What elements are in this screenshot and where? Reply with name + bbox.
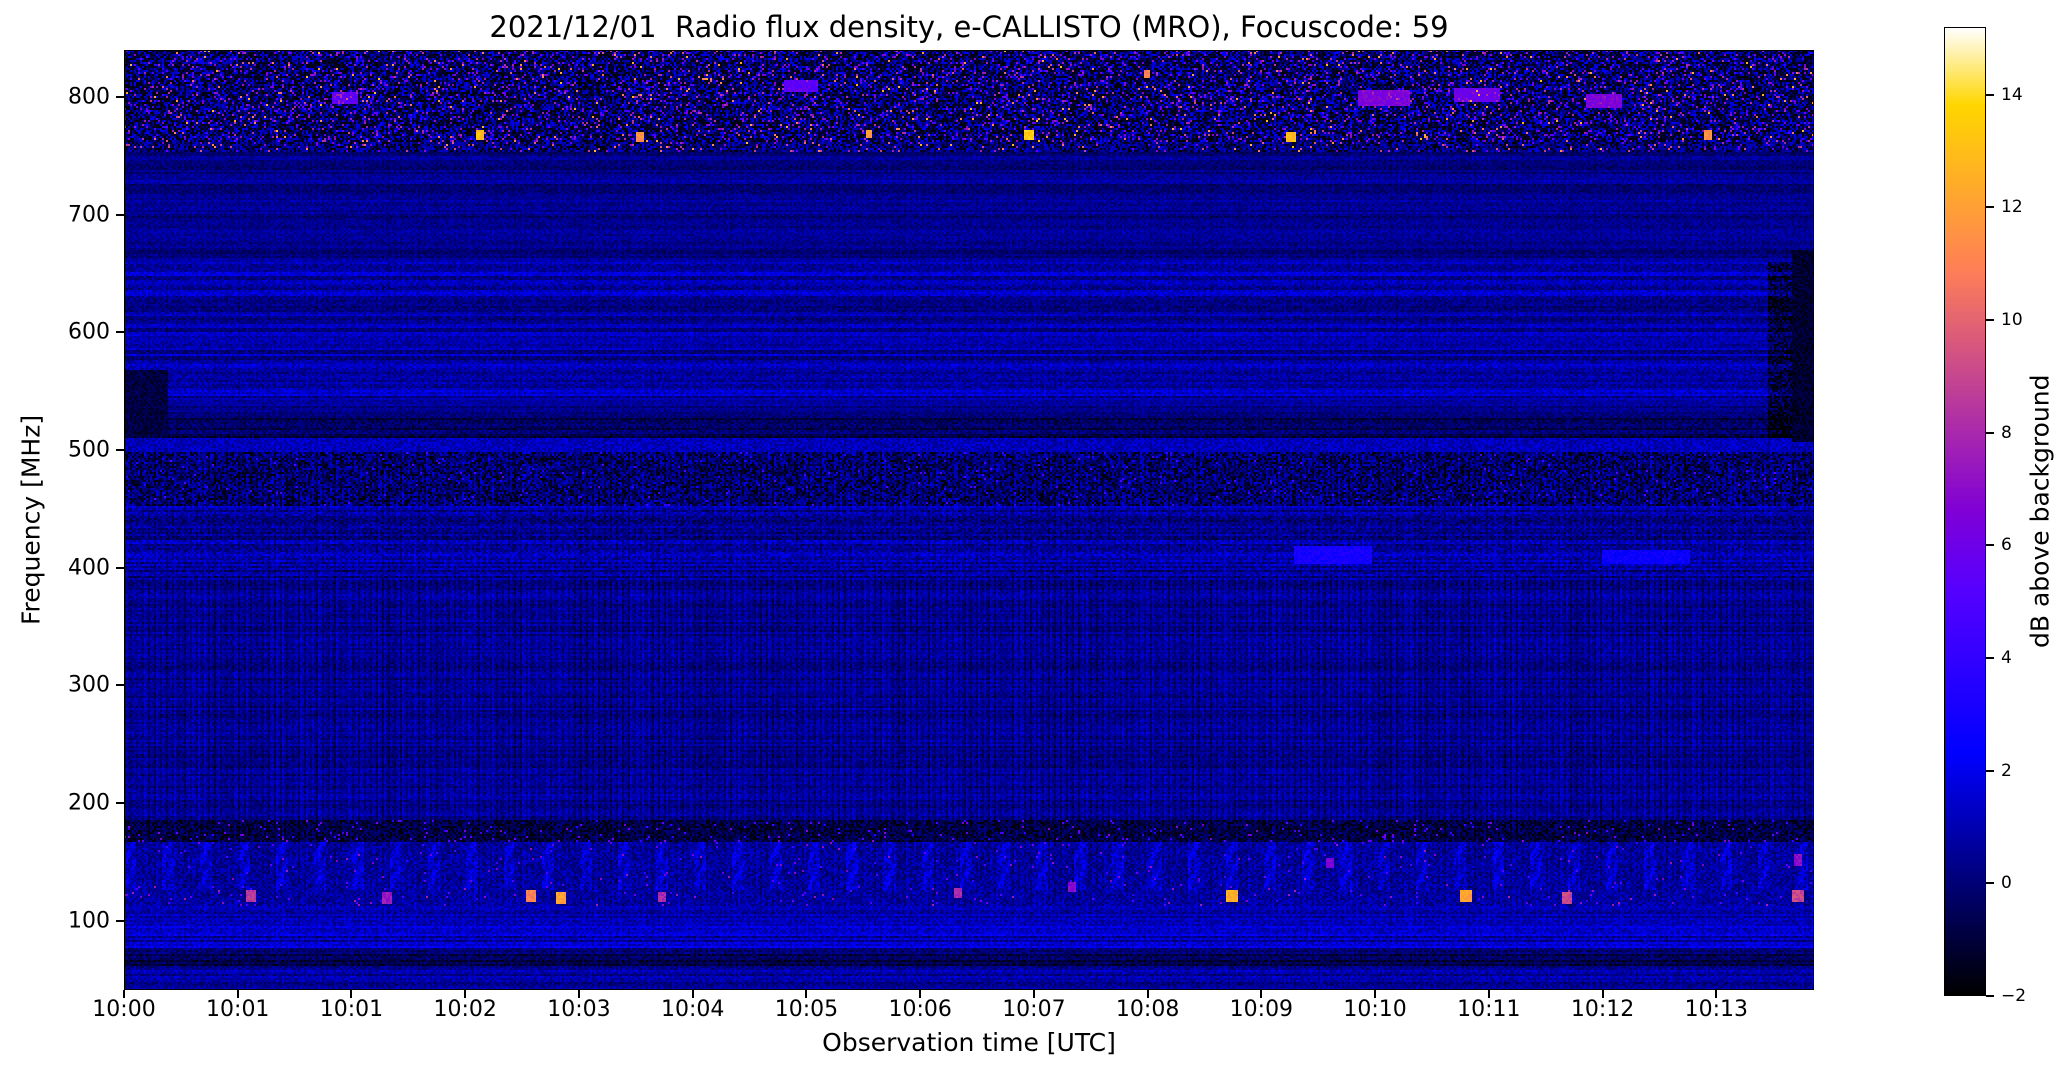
x-tick-mark (1260, 990, 1263, 998)
x-tick-label: 10:06 (888, 997, 952, 1022)
x-tick-mark (1601, 990, 1604, 998)
x-tick-mark (919, 990, 922, 998)
x-tick-mark (1146, 990, 1149, 998)
x-tick-label: 10:07 (1002, 997, 1066, 1022)
spectrogram-heatmap (124, 50, 1814, 990)
colorbar-tick-label: 14 (2001, 84, 2023, 105)
y-tick-mark (116, 449, 124, 451)
colorbar-tick-mark (1986, 318, 1994, 321)
chart-title: 2021/12/01 Radio flux density, e-CALLIST… (489, 10, 1449, 44)
x-tick-mark (236, 990, 239, 998)
x-tick-label: 10:08 (1115, 997, 1180, 1022)
x-tick-mark (691, 990, 694, 998)
colorbar-tick-label: 4 (2001, 647, 2012, 668)
colorbar-tick-mark (1986, 769, 1994, 772)
x-tick-mark (805, 990, 808, 998)
y-tick-mark (116, 213, 124, 216)
y-tick-label: 100 (68, 908, 110, 934)
x-tick-label: 10:03 (547, 997, 611, 1022)
colorbar-tick-mark (1986, 882, 1994, 885)
x-tick-label: 10:04 (660, 997, 725, 1022)
colorbar-tick-label: 6 (2001, 535, 2012, 556)
x-tick-label: 10:02 (433, 997, 497, 1022)
y-tick-label: 200 (68, 790, 110, 816)
x-tick-mark (350, 990, 353, 998)
colorbar-tick-label: −2 (2001, 986, 2027, 1006)
colorbar-tick-label: 12 (2001, 197, 2023, 218)
colorbar-tick-mark (1986, 431, 1994, 434)
y-tick-mark (116, 566, 124, 569)
y-tick-label: 300 (68, 672, 110, 698)
colorbar-tick-mark (1986, 995, 1994, 997)
x-tick-label: 10:10 (1343, 997, 1407, 1022)
x-tick-label: 10:00 (92, 997, 156, 1022)
y-tick-mark (116, 684, 124, 687)
y-tick-label: 600 (68, 319, 110, 345)
x-tick-label: 10:05 (774, 997, 839, 1022)
x-tick-mark (1487, 990, 1490, 998)
x-tick-label: 10:09 (1229, 997, 1294, 1022)
y-axis-label: Frequency [MHz] (16, 414, 46, 626)
colorbar-tick-label: 8 (2001, 422, 2012, 443)
y-tick-label: 400 (68, 555, 110, 581)
colorbar (1944, 27, 1986, 996)
y-tick-mark (116, 919, 124, 922)
x-tick-mark (1715, 990, 1718, 998)
y-tick-label: 700 (68, 202, 110, 228)
x-tick-mark (123, 990, 125, 998)
x-tick-mark (1032, 990, 1035, 998)
y-tick-mark (116, 96, 124, 99)
x-tick-mark (577, 990, 580, 998)
x-tick-label: 10:01 (206, 997, 270, 1022)
x-tick-label: 10:13 (1684, 997, 1749, 1022)
x-tick-label: 10:01 (319, 997, 384, 1022)
colorbar-tick-mark (1986, 206, 1994, 209)
colorbar-tick-mark (1986, 544, 1994, 547)
x-tick-mark (1374, 990, 1377, 998)
colorbar-label: dB above background (2025, 374, 2055, 649)
colorbar-tick-label: 10 (2001, 309, 2023, 330)
y-tick-label: 500 (68, 437, 110, 463)
y-tick-mark (116, 801, 124, 804)
x-axis-label: Observation time [UTC] (822, 1028, 1116, 1057)
y-tick-label: 800 (68, 84, 110, 110)
colorbar-tick-mark (1986, 656, 1994, 659)
x-tick-label: 10:12 (1570, 997, 1635, 1022)
x-tick-label: 10:11 (1457, 997, 1521, 1022)
colorbar-tick-label: 2 (2001, 760, 2012, 781)
x-tick-mark (464, 990, 467, 998)
colorbar-tick-label: 0 (2001, 873, 2012, 894)
y-tick-mark (116, 331, 124, 334)
colorbar-tick-mark (1986, 93, 1994, 96)
